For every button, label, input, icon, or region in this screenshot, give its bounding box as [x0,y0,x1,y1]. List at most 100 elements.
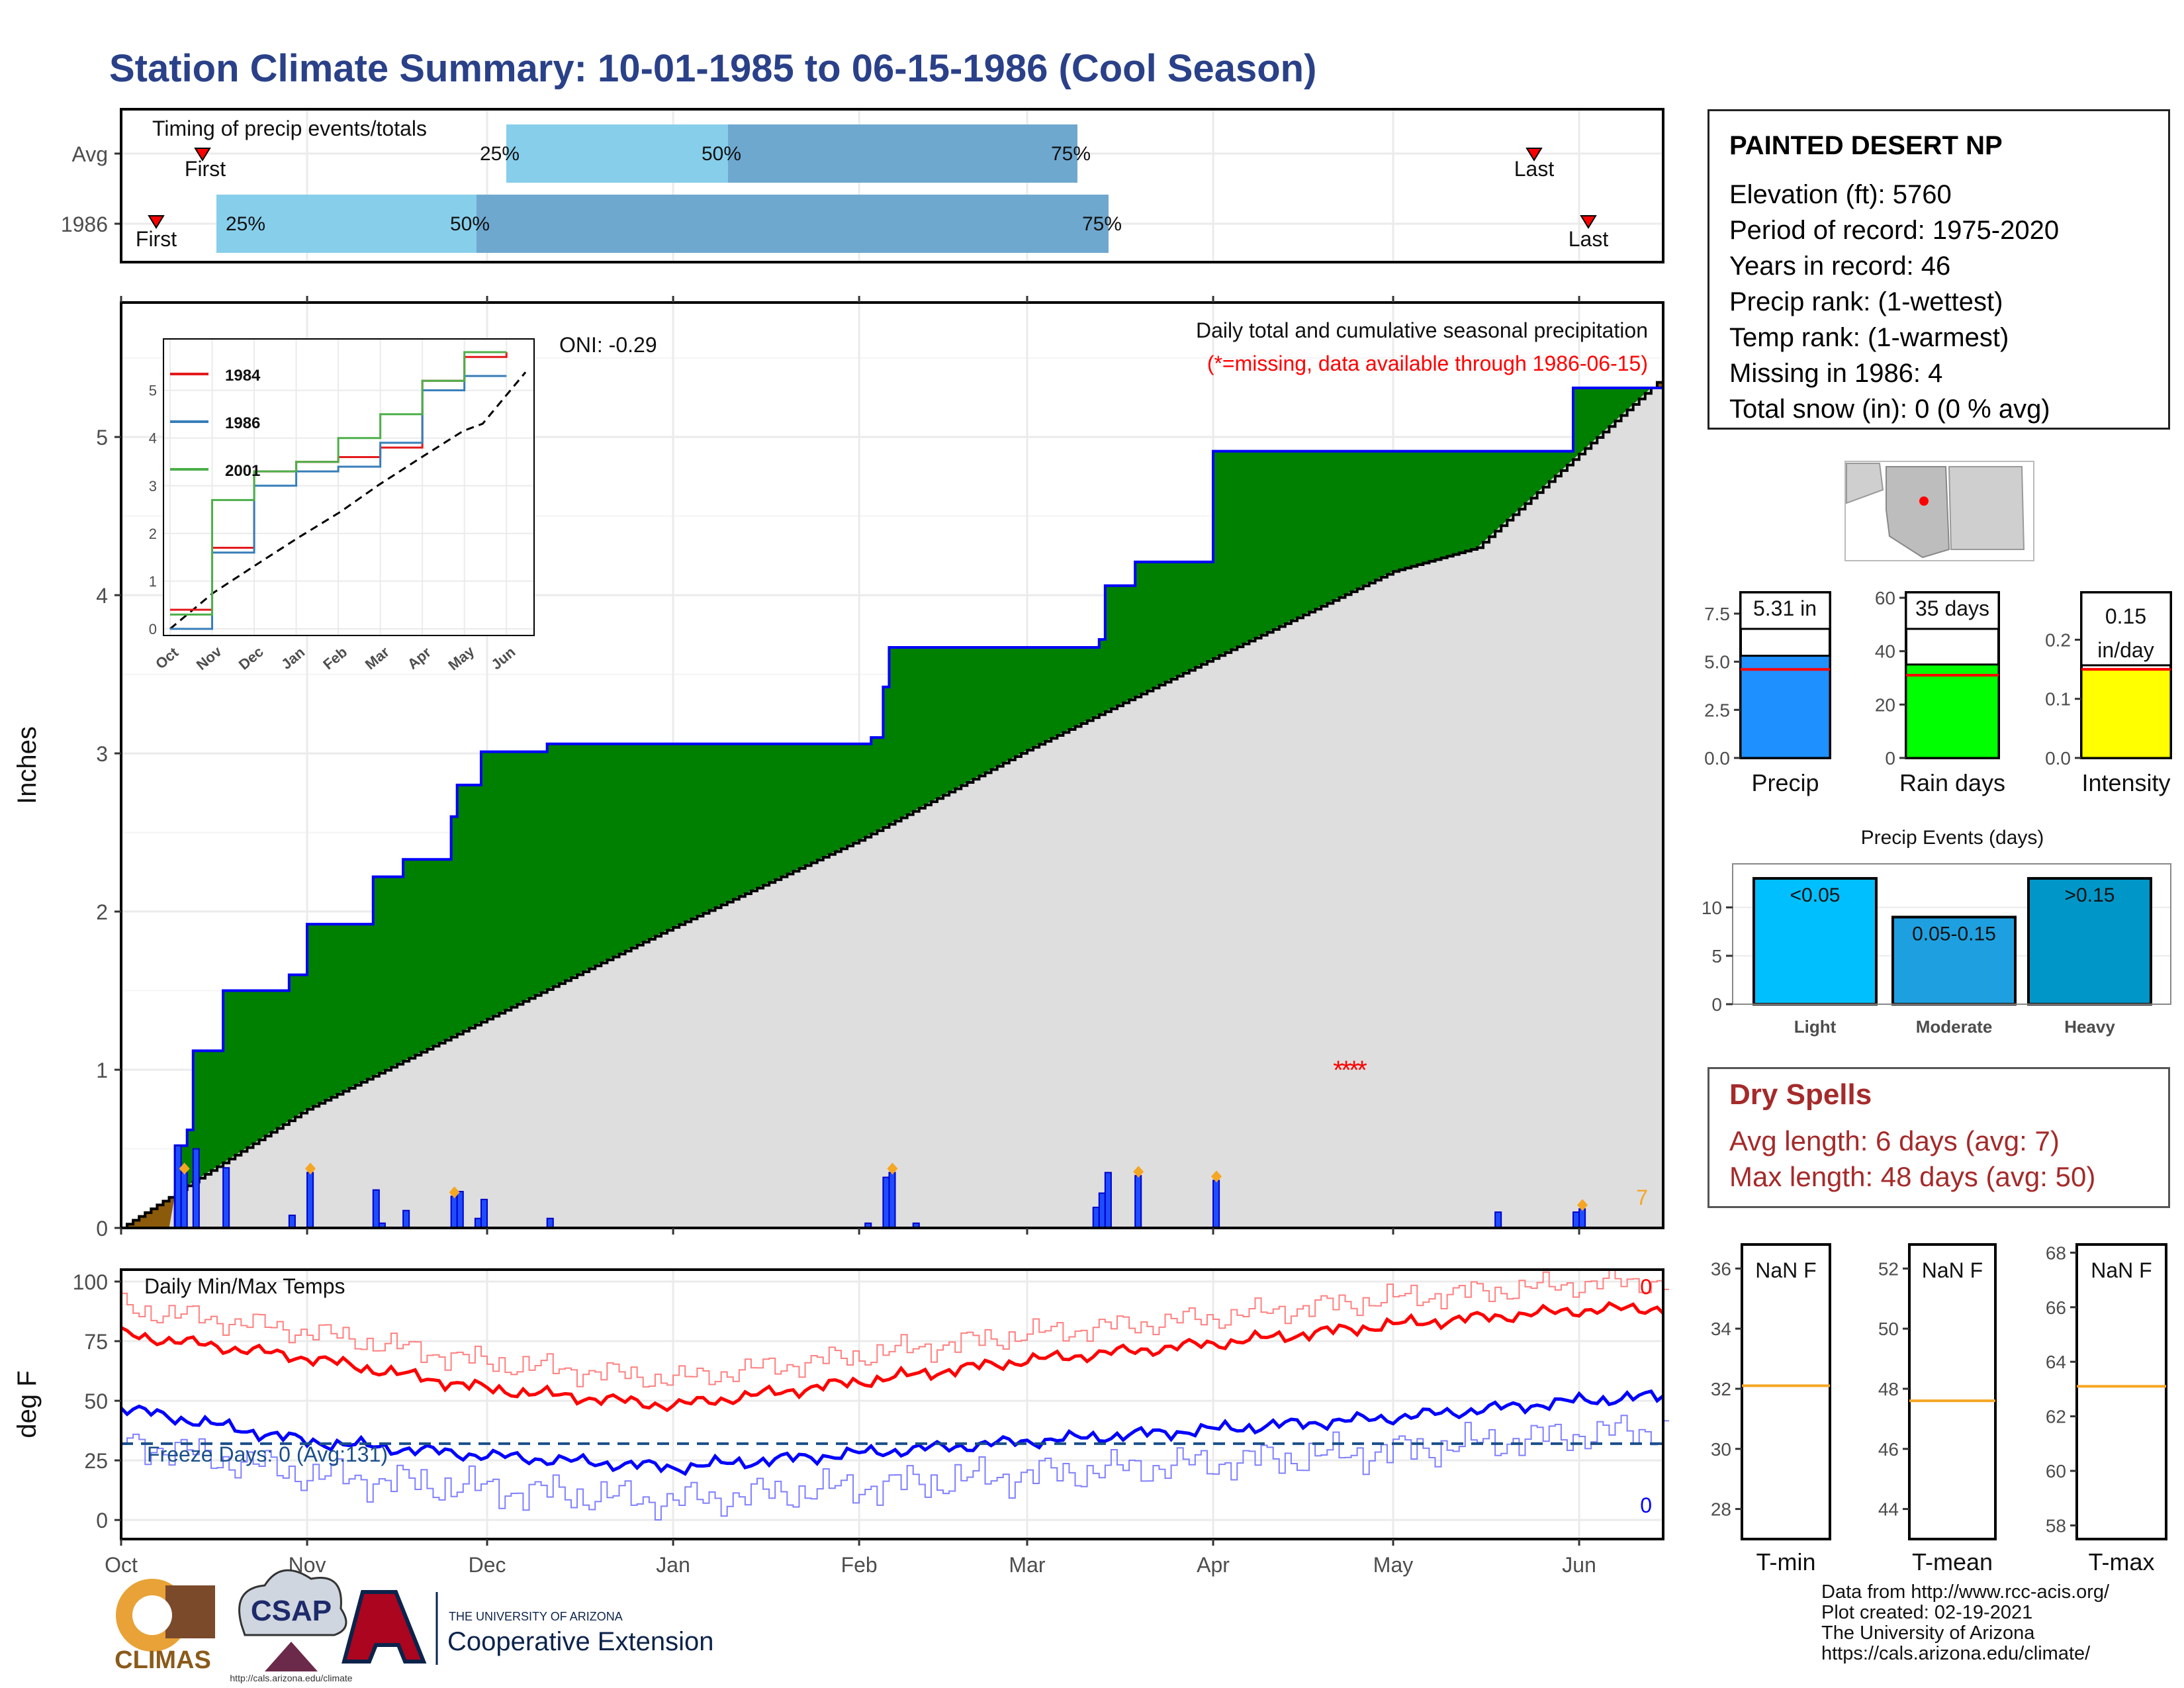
event-count-label: 7 [1636,1186,1648,1209]
temp-box-frame [1741,1243,1831,1540]
above-normal-fill [1483,451,1490,543]
temp-frame [120,1268,1664,1540]
inset-x-tick: Jun [488,643,518,673]
inset-border [163,338,535,636]
timing-q75-label: 75% [1082,213,1122,235]
events-y-tick: 0 [1711,994,1722,1015]
above-normal-fill [1375,451,1382,581]
above-normal-fill [223,990,230,1163]
above-normal-fill [1285,451,1292,624]
station-missing: Missing in 1986: 4 [1729,359,1943,388]
station-info-panel: PAINTED DESERT NP Elevation (ft): 5760 P… [1707,109,2170,430]
summary-tick-label: 0.0 [2045,748,2071,769]
above-normal-fill [660,743,668,933]
main-annotation-title: Daily total and cumulative seasonal prec… [1196,318,1648,342]
above-normal-fill [1363,451,1370,586]
above-normal-fill [475,784,482,1025]
above-normal-fill [739,743,746,897]
credit-line: Data from http://www.rcc-acis.org/ [1821,1581,2110,1603]
above-normal-fill [757,743,764,888]
daily-precip-bar [474,1217,482,1229]
above-normal-fill [1087,647,1094,721]
temp-y-tick: 75 [84,1330,108,1354]
heavy-event-marker [449,1186,460,1199]
summary-tick-label: 40 [1875,641,1895,662]
above-normal-fill [715,743,722,908]
above-normal-fill [313,924,320,1107]
missing-marker: * [1349,1056,1359,1085]
above-normal-fill [559,743,566,984]
above-normal-fill [445,859,452,1041]
daily-precip-bar [288,1214,296,1229]
above-normal-fill [487,751,494,1019]
inset-y-tick: 3 [149,478,157,494]
temp-box-tick: 60 [2046,1461,2066,1481]
timing-q75-label: 75% [1051,143,1091,165]
map-state-shape [1948,466,2025,550]
above-normal-fill [1597,388,1604,438]
below-normal-fill [1657,382,1664,389]
inset-x-tick: Jan [278,643,308,673]
above-normal-fill [781,743,788,877]
above-normal-fill [595,743,602,966]
temp-box-label: T-min [1756,1548,1816,1575]
above-normal-fill [529,751,536,999]
above-normal-fill [601,743,608,963]
x-month-label: Apr [1197,1553,1230,1577]
credit-line: Plot created: 02-19-2021 [1821,1602,2033,1623]
above-normal-fill [961,647,968,786]
ua-logo-small-text: THE UNIVERSITY OF ARIZONA [449,1610,623,1623]
inset-series-line [170,375,507,630]
temp-y-tick: 100 [73,1270,108,1294]
above-normal-fill [709,743,716,911]
above-normal-fill [570,743,578,978]
timing-q25-label: 25% [480,143,520,165]
above-normal-fill [1063,647,1070,733]
above-normal-fill [1501,451,1508,526]
above-normal-fill [217,1051,224,1167]
station-elevation: Elevation (ft): 5760 [1729,180,1952,209]
above-normal-fill [607,743,614,961]
above-normal-fill [1429,451,1436,561]
station-location-dot [1919,496,1929,506]
temp-box-value: NaN F [1922,1258,1983,1282]
climas-logo-icon [132,1595,172,1635]
above-normal-fill [871,737,878,834]
daily-precip-bar [1578,1208,1586,1229]
event-bar-label: <0.05 [1790,884,1841,906]
above-normal-fill [463,784,470,1031]
summary-value-box [2080,591,2172,667]
above-normal-fill [1489,451,1496,537]
avg-max-temp-line [120,1301,1664,1413]
above-normal-fill [1231,451,1238,650]
above-normal-fill [817,743,824,861]
temp-y-tick: 0 [96,1509,108,1532]
record-max-line [121,1269,1670,1388]
above-normal-fill [1495,451,1502,532]
last-label: Last [1569,227,1609,251]
above-normal-fill [1189,561,1196,671]
above-normal-fill [1435,451,1442,560]
above-normal-fill [385,876,392,1070]
above-normal-fill [763,743,770,886]
above-normal-fill [295,974,302,1117]
first-event-marker [194,148,211,162]
daily-precip-bar [1572,1211,1580,1229]
above-normal-fill [727,743,734,902]
events-y-tick: 5 [1711,946,1722,966]
above-normal-fill [480,751,488,1023]
above-normal-fill [565,743,572,981]
below-normal-fill [163,1201,170,1228]
last-event-marker [1580,215,1597,229]
above-normal-fill [1543,451,1550,487]
above-normal-fill [499,751,506,1013]
record-min-line [121,1415,1670,1521]
last-event-marker [1525,148,1543,162]
station-precip-rank: Precip rank: (1-wettest) [1729,287,2003,316]
x-month-label: Oct [105,1553,138,1577]
above-normal-fill [271,990,278,1133]
y-tick-label: 2 [96,900,108,924]
dry-spells-panel: Dry Spells Avg length: 6 days (avg: 7) M… [1707,1067,2170,1208]
above-normal-fill [1411,451,1418,567]
ua-logo-text: Cooperative Extension [447,1627,713,1656]
